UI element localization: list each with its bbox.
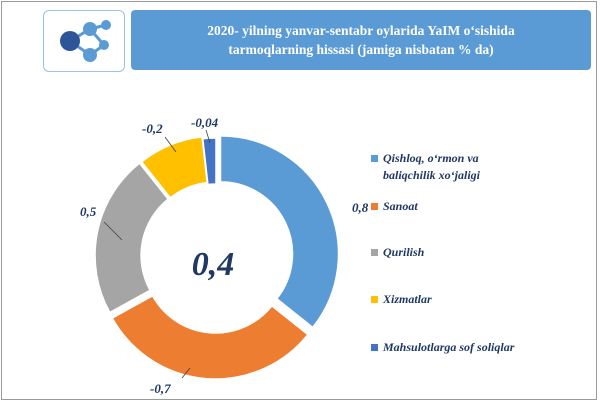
legend-swatch [371,344,378,351]
legend-item-1: Qishloq, o‘rmon va baliqchilik xo‘jaligi [371,150,571,184]
legend-item-4: Xizmatlar [371,291,571,308]
slice-value-label-2: -0,7 [150,381,171,396]
legend-item-5: Mahsulotlarga sof soliqlar [371,339,571,356]
chart-title-banner: 2020- yilning yanvar-sentabr oylarida Ya… [131,10,591,70]
slice-leader-line-4 [164,136,177,153]
legend-label: Xizmatlar [383,292,432,306]
donut-slices [94,135,340,380]
legend-item-2: Sanoat [371,198,571,215]
donut-slice-3 [94,162,170,314]
legend-swatch [371,296,378,303]
chart-title: 2020- yilning yanvar-sentabr oylarida Ya… [207,23,515,57]
slice-leader-line-5 [205,129,211,144]
slice-labels: 0,8 -0,7 0,5 -0,2 -0,04 [80,115,369,396]
legend-label: Qurilish [383,245,425,259]
legend-swatch [371,203,378,210]
donut-slice-5 [201,137,217,186]
network-logo-icon [43,10,125,72]
legend-item-3: Qurilish [371,244,571,261]
legend-swatch [371,155,378,162]
donut-slice-4 [140,136,209,199]
network-logo-graphic [60,20,111,62]
donut-slice-1 [219,135,340,329]
legend-label: Qishloq, o‘rmon va baliqchilik xo‘jaligi [383,151,481,182]
slice-value-label-1: 0,8 [352,200,369,215]
slice-value-label-5: -0,04 [191,115,219,130]
slice-leader-line-3 [103,221,123,241]
slice-leader-line-2 [181,367,191,379]
legend-swatch [371,249,378,256]
slice-value-label-3: 0,5 [80,204,97,219]
donut-slice-2 [111,294,309,380]
center-value: 0,4 [192,246,235,283]
legend-label: Mahsulotlarga sof soliqlar [383,340,515,354]
slice-value-label-4: -0,2 [142,121,163,136]
legend-label: Sanoat [383,199,418,213]
